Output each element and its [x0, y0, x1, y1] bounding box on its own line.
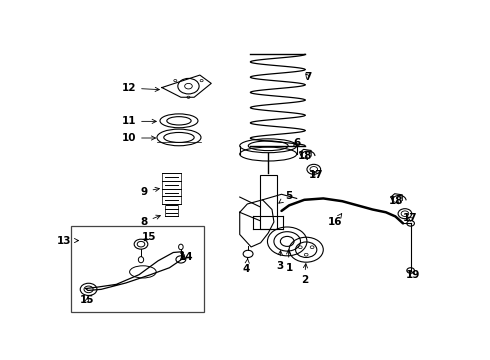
Text: 2: 2	[301, 264, 308, 285]
Text: 5: 5	[279, 191, 292, 203]
Text: 3: 3	[276, 251, 283, 271]
Text: 15: 15	[80, 296, 94, 305]
Bar	[260, 175, 276, 229]
Text: 17: 17	[309, 170, 324, 180]
Text: 17: 17	[403, 213, 417, 224]
Text: 14: 14	[178, 252, 193, 262]
Text: 4: 4	[243, 258, 250, 274]
Text: 18: 18	[389, 195, 403, 206]
Text: 16: 16	[328, 213, 343, 227]
Text: 19: 19	[405, 270, 420, 280]
Text: 15: 15	[141, 232, 156, 242]
Text: 8: 8	[141, 215, 160, 227]
Text: 6: 6	[293, 138, 300, 148]
Text: 18: 18	[298, 151, 312, 161]
Text: 7: 7	[304, 72, 312, 82]
Text: 13: 13	[57, 235, 78, 246]
Text: 12: 12	[122, 83, 159, 93]
Text: 9: 9	[141, 186, 159, 197]
Text: 11: 11	[122, 116, 156, 126]
Bar	[71, 226, 204, 312]
Text: 10: 10	[122, 133, 155, 143]
Text: 1: 1	[286, 250, 293, 273]
